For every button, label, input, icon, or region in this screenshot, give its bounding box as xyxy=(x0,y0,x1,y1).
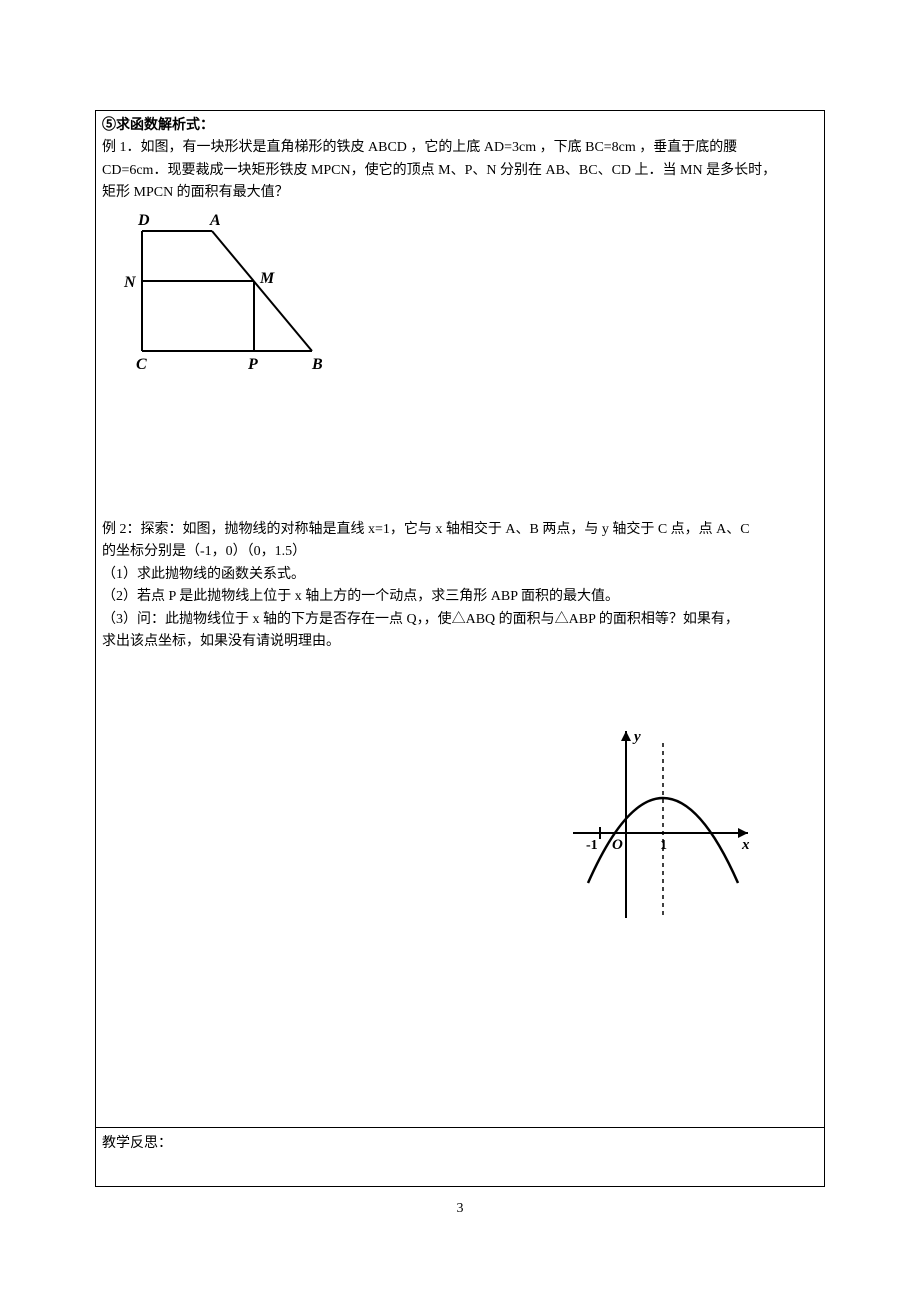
figure-parabola-wrap: y x O -1 1 xyxy=(102,723,818,923)
label-one: 1 xyxy=(660,838,667,853)
label-N: N xyxy=(123,274,137,291)
ex1-text-line2: CD=6cm．现要裁成一块矩形铁皮 MPCN，使它的顶点 M、P、N 分别在 A… xyxy=(102,160,818,182)
reflection-label: 教学反思： xyxy=(102,1136,172,1151)
trapezoid-svg: D A N M C P B xyxy=(112,211,332,371)
figure-trapezoid: D A N M C P B xyxy=(112,211,818,379)
edge-AB xyxy=(212,231,312,351)
parabola-svg: y x O -1 1 xyxy=(568,723,758,923)
ex1-text-line3: 矩形 MPCN 的面积有最大值？ xyxy=(102,182,818,204)
label-O: O xyxy=(612,837,623,853)
label-neg1: -1 xyxy=(586,838,598,853)
ex2-text-line2: 的坐标分别是（-1，0）（0，1.5） xyxy=(102,541,818,563)
label-D: D xyxy=(137,212,150,229)
reflection-cell: 教学反思： xyxy=(96,1128,825,1187)
ex2-q1: （1）求此抛物线的函数关系式。 xyxy=(102,564,818,586)
label-B: B xyxy=(311,356,323,371)
label-C: C xyxy=(136,356,147,371)
content-table: ⑤求函数解析式： 例 1．如图，有一块形状是直角梯形的铁皮 ABCD ，它的上底… xyxy=(95,110,825,1187)
ex1-text-line1: 例 1．如图，有一块形状是直角梯形的铁皮 ABCD ，它的上底 AD=3cm ，… xyxy=(102,137,818,159)
ex2-q3b: 求出该点坐标，如果没有请说明理由。 xyxy=(102,631,818,653)
ex2-q2: （2）若点 P 是此抛物线上位于 x 轴上方的一个动点，求三角形 ABP 面积的… xyxy=(102,586,818,608)
label-x: x xyxy=(741,837,750,853)
y-arrow xyxy=(621,731,631,741)
spacer xyxy=(102,389,818,519)
ex2-q3a: （3）问：此抛物线位于 x 轴的下方是否存在一点 Q，，使△ABQ 的面积与△A… xyxy=(102,609,818,631)
ex2-text-line1: 例 2：探索：如图，抛物线的对称轴是直线 x=1，它与 x 轴相交于 A、B 两… xyxy=(102,519,818,541)
section-heading: ⑤求函数解析式： xyxy=(102,115,818,137)
label-P: P xyxy=(247,356,258,371)
main-content-cell: ⑤求函数解析式： 例 1．如图，有一块形状是直角梯形的铁皮 ABCD ，它的上底… xyxy=(96,111,825,1128)
label-M: M xyxy=(259,270,275,287)
label-A: A xyxy=(209,212,221,229)
page-number: 3 xyxy=(95,1201,825,1217)
label-y: y xyxy=(632,729,641,745)
page-container: ⑤求函数解析式： 例 1．如图，有一块形状是直角梯形的铁皮 ABCD ，它的上底… xyxy=(0,0,920,1257)
